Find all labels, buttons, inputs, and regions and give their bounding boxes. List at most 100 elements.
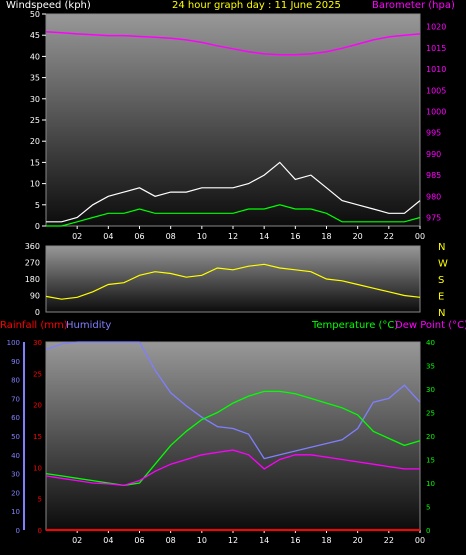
wind-baro-x-tick-label: 18 bbox=[321, 232, 331, 241]
temp-y-tick-label: 15 bbox=[426, 457, 435, 465]
temp-y-tick-label: 25 bbox=[426, 410, 435, 418]
wind-gust-series bbox=[46, 161, 421, 223]
humidity-series bbox=[45, 341, 421, 460]
graph-title: 24 hour graph day : 11 June 2025 bbox=[172, 0, 341, 11]
temp-hum-x-tick-label: 22 bbox=[384, 536, 394, 545]
humidity-y-tick-label: 80 bbox=[11, 377, 20, 385]
dewpoint-series bbox=[45, 449, 420, 487]
temperature-series bbox=[45, 390, 421, 487]
dewpoint-axis-title: Dew Point (°C) bbox=[395, 320, 466, 331]
baro-y-tick-label: 990 bbox=[426, 150, 441, 159]
rainfall-axis-title: Rainfall (mm) bbox=[0, 320, 68, 331]
baro-y-tick-label: 1020 bbox=[426, 23, 446, 32]
wind-baro-x-tick-label: 08 bbox=[166, 232, 176, 241]
barometer-axis-title: Barometer (hpa) bbox=[372, 0, 455, 11]
rainfall-y-tick-label: 5 bbox=[38, 496, 42, 504]
wind-dir-shade bbox=[46, 246, 420, 312]
temp-hum-background bbox=[46, 342, 420, 530]
wind-baro-x-tick-label: 22 bbox=[384, 232, 394, 241]
humidity-y-tick-label: 0 bbox=[16, 527, 20, 535]
temperature-axis-title: Temperature (°C) bbox=[312, 320, 399, 331]
barometer-series bbox=[45, 31, 421, 56]
compass-label: E bbox=[438, 292, 444, 303]
wind-y-tick-label: 45 bbox=[30, 31, 40, 40]
rainfall-y-tick-label: 0 bbox=[38, 527, 42, 535]
temp-y-tick-label: 10 bbox=[426, 480, 435, 488]
humidity-y-tick-label: 70 bbox=[11, 395, 20, 403]
temp-y-tick-label: 30 bbox=[426, 386, 435, 394]
wind-dir-y-tick-label: 270 bbox=[25, 259, 40, 268]
rainfall-y-tick-label: 20 bbox=[33, 402, 42, 410]
baro-y-tick-label: 1000 bbox=[426, 108, 446, 117]
wind-baro-x-tick-label: 06 bbox=[134, 232, 144, 241]
wind-baro-x-tick-label: 20 bbox=[353, 232, 363, 241]
wind-baro-x-tick-label: 12 bbox=[228, 232, 238, 241]
temp-hum-x-tick-label: 02 bbox=[72, 536, 82, 545]
temp-hum-x-tick-label: 20 bbox=[353, 536, 363, 545]
wind-baro-x-tick-label: 00 bbox=[415, 232, 425, 241]
humidity-y-tick-label: 40 bbox=[11, 452, 20, 460]
wind-baro-shade bbox=[46, 14, 420, 226]
wind-dir-y-tick-label: 0 bbox=[35, 308, 40, 317]
humidity-y-tick-label: 50 bbox=[11, 433, 20, 441]
temp-hum-x-tick-label: 08 bbox=[166, 536, 176, 545]
wind-baro-x-tick-label: 16 bbox=[290, 232, 300, 241]
temp-hum-x-tick-label: 12 bbox=[228, 536, 238, 545]
compass-label: N bbox=[438, 242, 445, 253]
compass-label: S bbox=[438, 275, 444, 286]
baro-y-tick-label: 1010 bbox=[426, 65, 446, 74]
compass-label: W bbox=[438, 259, 448, 270]
temp-y-tick-label: 35 bbox=[426, 363, 435, 371]
wind-y-tick-label: 35 bbox=[30, 74, 40, 83]
wind-y-tick-label: 10 bbox=[30, 180, 40, 189]
baro-y-tick-label: 980 bbox=[426, 192, 441, 201]
humidity-axis-title: Humidity bbox=[66, 320, 112, 331]
compass-label: N bbox=[438, 308, 445, 319]
wind-direction-series bbox=[45, 263, 421, 300]
humidity-y-tick-label: 30 bbox=[11, 471, 20, 479]
windspeed-axis-title: Windspeed (kph) bbox=[6, 0, 91, 11]
temp-hum-x-tick-label: 04 bbox=[103, 536, 113, 545]
baro-y-tick-label: 1005 bbox=[426, 86, 446, 95]
wind-y-tick-label: 15 bbox=[30, 158, 40, 167]
baro-y-tick-label: 995 bbox=[426, 129, 441, 138]
temp-hum-x-tick-label: 10 bbox=[197, 536, 207, 545]
temp-hum-shade bbox=[46, 342, 420, 530]
rainfall-y-tick-label: 15 bbox=[33, 433, 42, 441]
wind-dir-y-tick-label: 360 bbox=[25, 242, 40, 251]
wind-average-series bbox=[46, 204, 421, 227]
wind-y-tick-label: 30 bbox=[30, 95, 40, 104]
humidity-y-tick-label: 90 bbox=[11, 358, 20, 366]
wind-dir-frame bbox=[45, 245, 421, 313]
temp-hum-x-tick-label: 14 bbox=[259, 536, 269, 545]
humidity-y-tick-label: 100 bbox=[7, 339, 20, 347]
humidity-y-tick-label: 20 bbox=[11, 489, 20, 497]
wind-dir-y-tick-label: 180 bbox=[25, 275, 40, 284]
wind-baro-x-tick-label: 14 bbox=[259, 232, 269, 241]
humidity-y-tick-label: 60 bbox=[11, 414, 20, 422]
baro-y-tick-label: 985 bbox=[426, 171, 441, 180]
wind-dir-y-tick-label: 90 bbox=[30, 292, 40, 301]
wind-y-tick-label: 50 bbox=[30, 10, 40, 19]
humidity-y-tick-label: 10 bbox=[11, 508, 20, 516]
baro-y-tick-label: 975 bbox=[426, 214, 441, 223]
temp-y-tick-label: 5 bbox=[426, 504, 430, 512]
baro-y-tick-label: 1015 bbox=[426, 44, 446, 53]
wind-baro-x-tick-label: 02 bbox=[72, 232, 82, 241]
temp-humidity-rain-chart: 0 10 20 30 40 50 60 70 80 90 10 00 5 10 15 20 25 30 0 5 10 15… bbox=[7, 339, 435, 545]
wind-y-tick-label: 5 bbox=[35, 201, 40, 210]
wind-y-tick-label: 25 bbox=[30, 116, 40, 125]
wind-baro-chart: 0510152025303540455097598098599099510001… bbox=[30, 10, 447, 241]
wind-dir-background bbox=[46, 246, 420, 312]
wind-baro-x-tick-label: 04 bbox=[103, 232, 113, 241]
temp-y-tick-label: 20 bbox=[426, 433, 435, 441]
rainfall-y-tick-label: 10 bbox=[33, 464, 42, 472]
temp-y-tick-label: 40 bbox=[426, 339, 435, 347]
temp-hum-x-tick-label: 18 bbox=[321, 536, 331, 545]
wind-y-tick-label: 40 bbox=[30, 52, 40, 61]
temp-hum-x-tick-label: 00 bbox=[415, 536, 425, 545]
temp-hum-x-tick-label: 06 bbox=[134, 536, 144, 545]
